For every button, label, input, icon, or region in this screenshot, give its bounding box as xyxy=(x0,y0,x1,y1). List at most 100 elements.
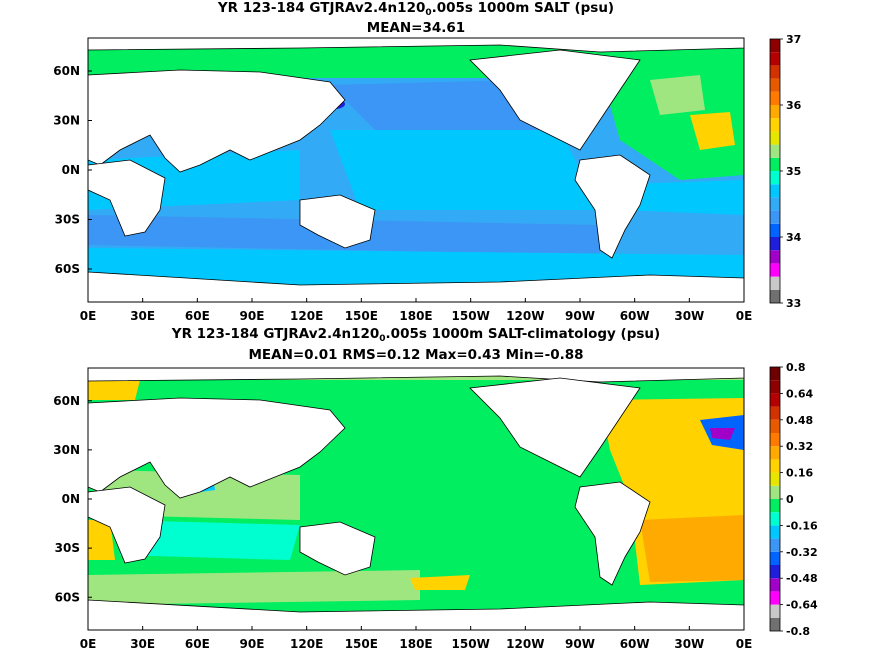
colorbar-swatch xyxy=(770,39,780,53)
colorbar-swatch xyxy=(770,591,780,605)
colorbar-tick-label: -0.8 xyxy=(786,625,810,638)
colorbar-swatch xyxy=(770,367,780,381)
colorbar-swatch xyxy=(770,250,780,264)
top-natl-core xyxy=(650,75,705,115)
x-tick-label: 150W xyxy=(452,309,490,323)
x-tick-label: 90E xyxy=(240,309,265,323)
colorbar-swatch xyxy=(770,446,780,460)
colorbar-swatch xyxy=(770,52,780,66)
colorbar-swatch xyxy=(770,131,780,145)
top-pacific-mid xyxy=(330,130,600,210)
top-natl-salty xyxy=(600,65,744,180)
bottom-barents xyxy=(88,380,140,400)
colorbar-tick-label: 0 xyxy=(786,493,794,506)
colorbar-swatch xyxy=(770,472,780,486)
y-tick-label: 30S xyxy=(55,213,80,227)
colorbar-tick-label: 0.16 xyxy=(786,467,813,480)
colorbar-tick-label: 34 xyxy=(786,231,802,244)
y-tick-label: 0N xyxy=(62,492,80,506)
colorbar-swatch xyxy=(770,157,780,171)
x-tick-label: 150E xyxy=(345,309,378,323)
x-tick-label: 0E xyxy=(80,637,97,651)
x-tick-label: 90W xyxy=(565,309,595,323)
colorbar-swatch xyxy=(770,459,780,473)
x-tick-label: 60W xyxy=(620,637,650,651)
colorbar-swatch xyxy=(770,197,780,211)
colorbar-swatch xyxy=(770,263,780,277)
top-africa xyxy=(88,159,166,237)
x-tick-label: 0E xyxy=(736,309,753,323)
x-tick-label: 120W xyxy=(506,637,544,651)
colorbar-swatch xyxy=(770,485,780,499)
bottom-south-indian xyxy=(120,520,300,560)
top-australia xyxy=(299,194,376,249)
colorbar-swatch xyxy=(770,144,780,158)
x-tick-label: 0E xyxy=(736,637,753,651)
colorbar-swatch xyxy=(770,578,780,592)
x-tick-label: 60E xyxy=(185,309,210,323)
y-tick-label: 60N xyxy=(53,64,80,78)
x-tick-label: 0E xyxy=(80,309,97,323)
top-antarctica xyxy=(88,271,744,302)
colorbar-swatch xyxy=(770,105,780,119)
top-med-outflow xyxy=(690,112,735,150)
top-npac-fresh xyxy=(330,80,560,140)
x-tick-label: 120W xyxy=(506,309,544,323)
bottom-antarctica xyxy=(88,599,744,630)
top-title: YR 123-184 GTJRAv2.4n1200.005s 1000m SAL… xyxy=(217,0,615,18)
y-tick-label: 0N xyxy=(62,163,80,177)
bottom-africa xyxy=(88,486,166,564)
colorbar-tick-label: 0.32 xyxy=(786,440,813,453)
x-tick-label: 120E xyxy=(290,309,323,323)
colorbar-swatch xyxy=(770,91,780,105)
x-tick-label: 30E xyxy=(130,309,155,323)
top-south-america xyxy=(574,154,651,259)
colorbar-swatch xyxy=(770,78,780,92)
bottom-south-america xyxy=(574,481,651,586)
colorbar-tick-label: 35 xyxy=(786,165,801,178)
y-tick-label: 30N xyxy=(53,443,80,457)
colorbar-swatch xyxy=(770,525,780,539)
colorbar-swatch xyxy=(770,118,780,132)
x-tick-label: 180E xyxy=(399,309,432,323)
top-colorbar: 37 36 35 34 33 xyxy=(769,33,802,310)
x-tick-label: 30W xyxy=(674,637,704,651)
x-tick-label: 90W xyxy=(565,637,595,651)
colorbar-swatch xyxy=(770,565,780,579)
x-tick-label: 150E xyxy=(345,637,378,651)
x-tick-label: 60E xyxy=(185,637,210,651)
colorbar-tick-label: 0.8 xyxy=(786,361,806,374)
colorbar-tick-label: 37 xyxy=(786,33,801,46)
bottom-title: YR 123-184 GTJRAv2.4n1200.005s 1000m SAL… xyxy=(171,326,661,344)
colorbar-tick-label: -0.64 xyxy=(786,599,818,612)
colorbar-swatch xyxy=(770,210,780,224)
bottom-eurasia xyxy=(88,397,346,499)
top-subtitle: MEAN=34.61 xyxy=(366,20,466,36)
colorbar-swatch xyxy=(770,512,780,526)
colorbar-swatch xyxy=(770,433,780,447)
colorbar-tick-label: 0.48 xyxy=(786,414,813,427)
bottom-sw-pacific xyxy=(410,575,470,590)
bottom-satl-salty xyxy=(640,515,744,582)
bottom-australia xyxy=(299,521,376,576)
x-tick-label: 90E xyxy=(240,637,265,651)
x-tick-label: 120E xyxy=(290,637,323,651)
colorbar-swatch xyxy=(770,184,780,198)
colorbar-tick-label: 36 xyxy=(786,99,802,112)
x-tick-label: 180E xyxy=(399,637,432,651)
bottom-colorbar: 0.8 0.64 0.48 0.32 0.16 0 -0.16 -0.32 -0.48 -0.64… xyxy=(769,361,818,638)
colorbar-swatch xyxy=(770,276,780,290)
colorbar-swatch xyxy=(770,289,780,303)
top-eurasia xyxy=(88,69,346,173)
colorbar-swatch xyxy=(770,538,780,552)
top-arctic-land xyxy=(88,38,744,53)
colorbar-swatch xyxy=(770,499,780,513)
colorbar-swatch xyxy=(770,393,780,407)
y-tick-label: 60S xyxy=(55,262,80,276)
x-tick-label: 30E xyxy=(130,637,155,651)
y-tick-label: 60N xyxy=(53,394,80,408)
colorbar-tick-label: 0.64 xyxy=(786,387,813,400)
x-tick-label: 60W xyxy=(620,309,650,323)
